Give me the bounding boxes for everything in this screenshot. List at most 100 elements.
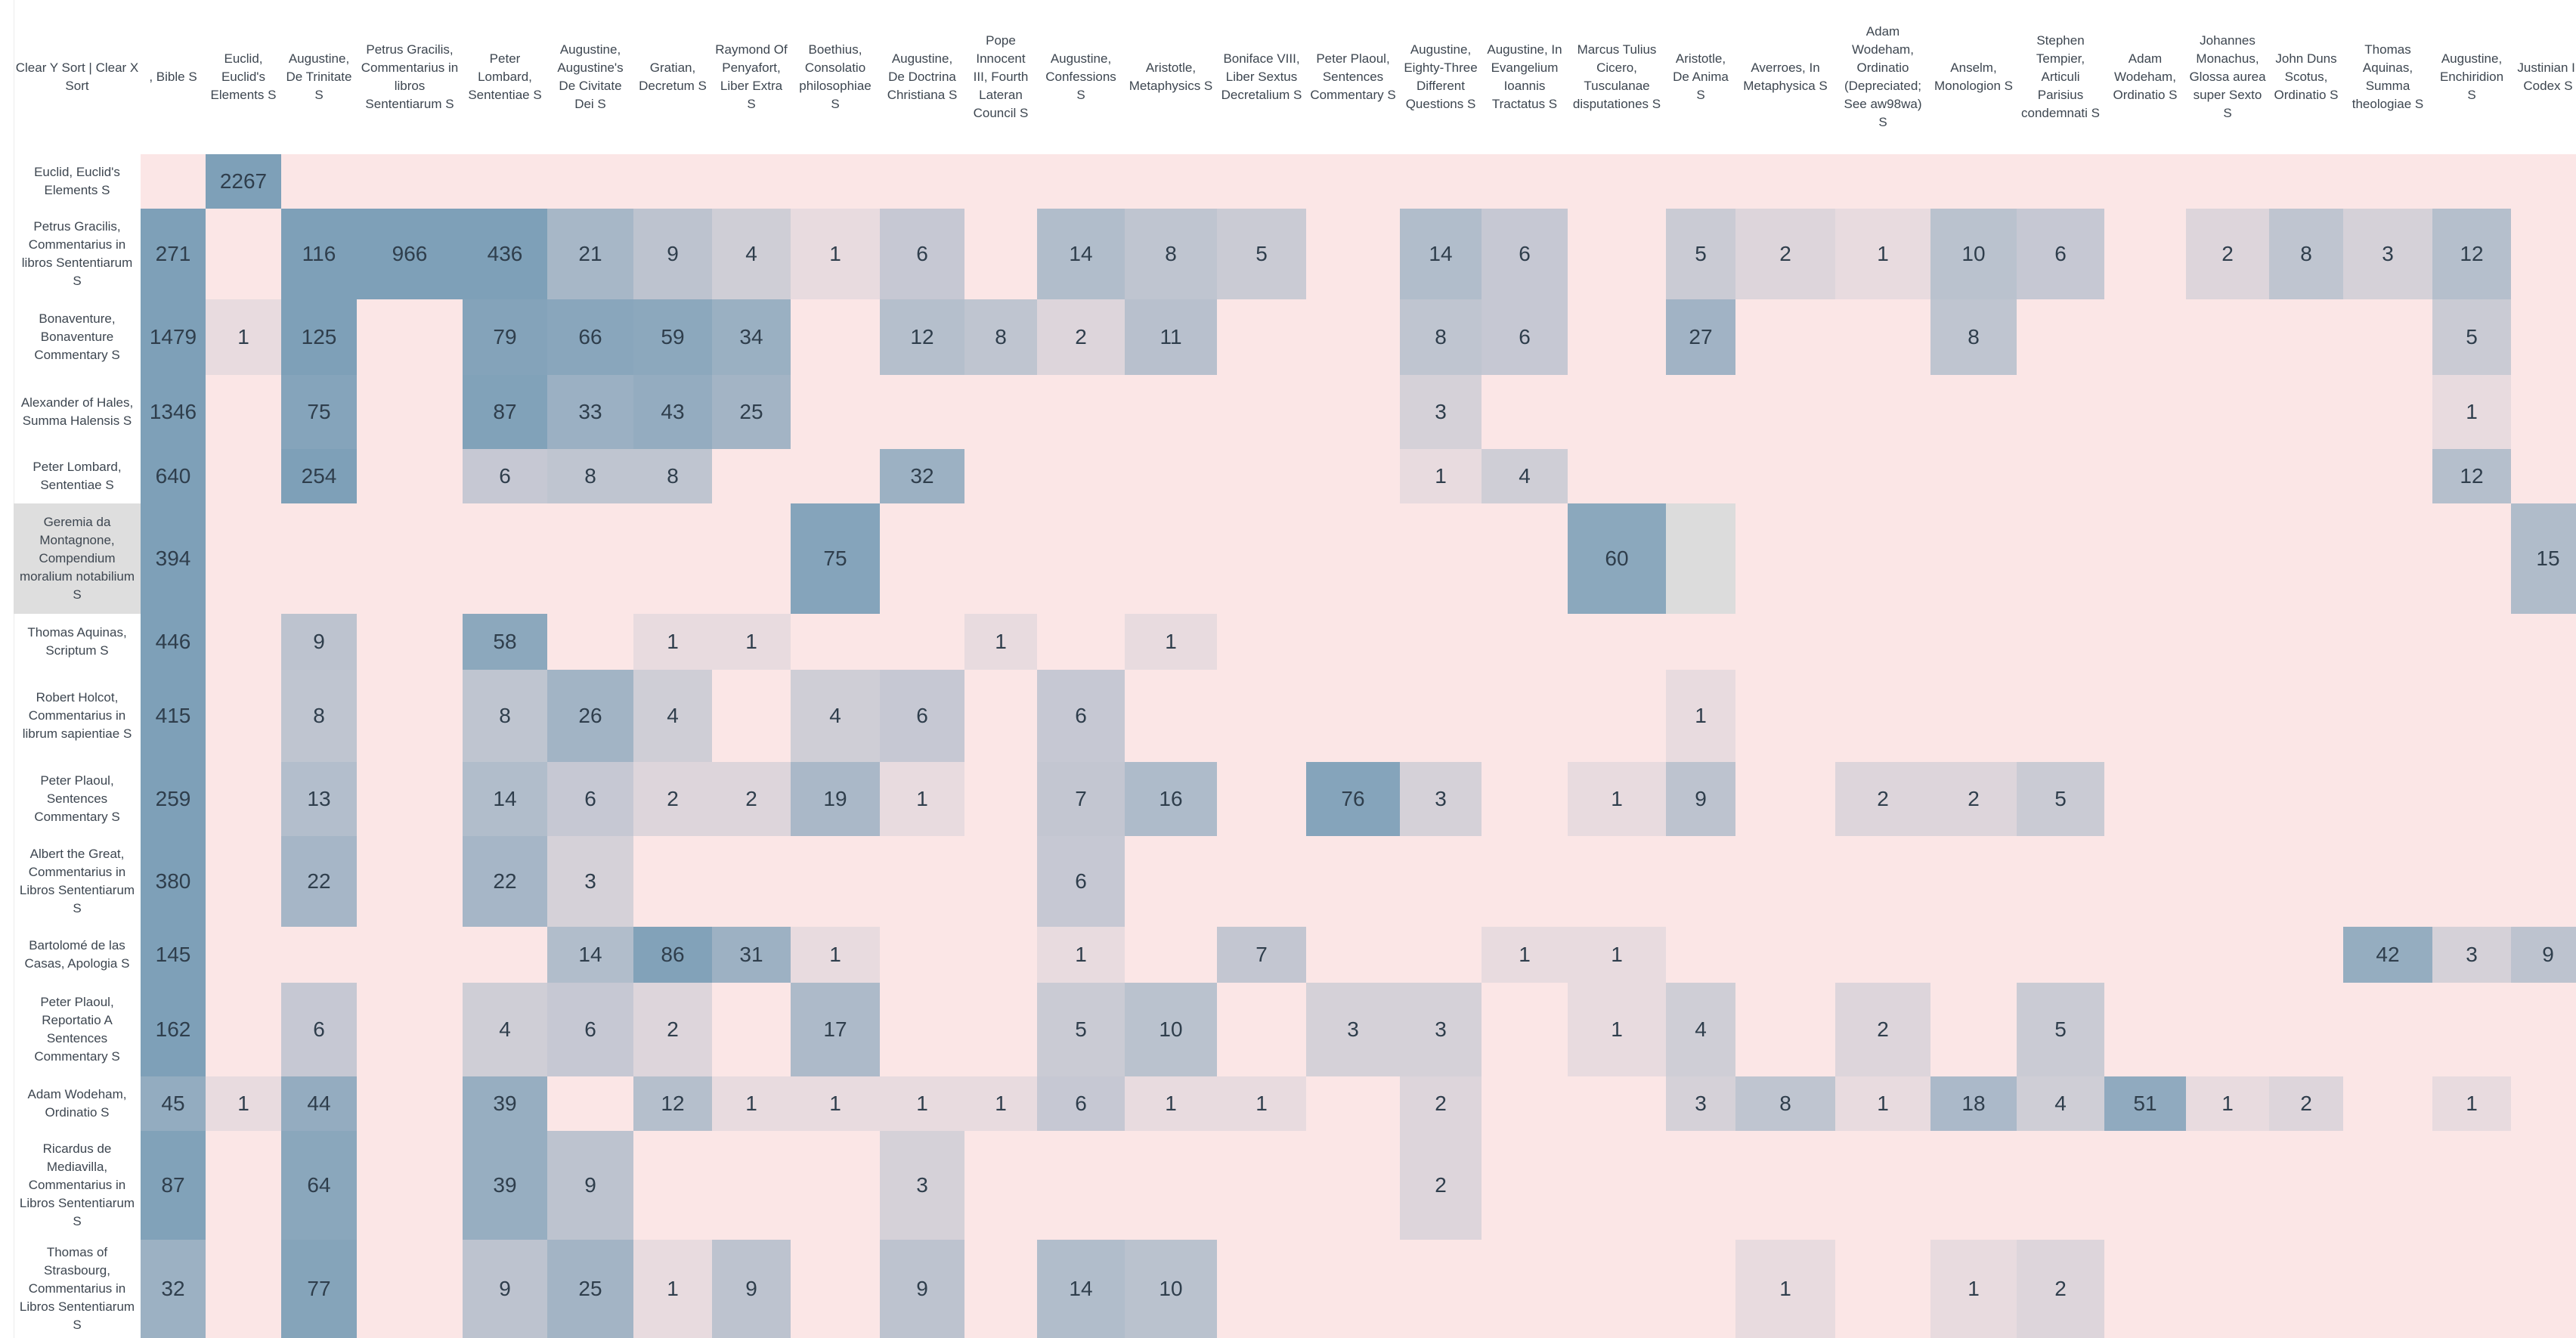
matrix-cell[interactable]: 9 xyxy=(880,1240,964,1338)
matrix-cell[interactable]: 86 xyxy=(633,927,712,983)
matrix-cell[interactable]: 2 xyxy=(633,762,712,836)
matrix-cell[interactable]: 6 xyxy=(880,209,964,299)
matrix-cell[interactable]: 66 xyxy=(547,299,633,375)
matrix-cell[interactable]: 1 xyxy=(1217,1076,1306,1131)
column-header[interactable]: Johannes Monachus, Glossa aurea super Se… xyxy=(2189,33,2266,120)
matrix-cell[interactable]: 22 xyxy=(463,836,547,927)
matrix-cell[interactable]: 1 xyxy=(633,1240,712,1338)
column-header[interactable]: Augustine, De Trinitate S xyxy=(286,51,352,102)
matrix-cell[interactable]: 25 xyxy=(712,375,791,449)
matrix-cell[interactable]: 8 xyxy=(281,670,357,762)
row-header[interactable]: Peter Lombard, Sententiae S xyxy=(33,460,122,492)
matrix-cell[interactable]: 1479 xyxy=(141,299,206,375)
column-header[interactable]: Thomas Aquinas, Summa theologiae S xyxy=(2352,42,2424,111)
matrix-cell[interactable]: 14 xyxy=(547,927,633,983)
row-header[interactable]: Euclid, Euclid's Elements S xyxy=(34,165,120,197)
matrix-cell[interactable]: 1 xyxy=(791,1076,880,1131)
column-header[interactable]: Augustine, Enchiridion S xyxy=(2439,51,2504,102)
matrix-cell[interactable]: 640 xyxy=(141,449,206,503)
matrix-cell[interactable]: 58 xyxy=(463,614,547,670)
matrix-cell[interactable]: 6 xyxy=(547,762,633,836)
matrix-cell[interactable]: 4 xyxy=(463,983,547,1076)
matrix-cell[interactable]: 2 xyxy=(712,762,791,836)
matrix-cell[interactable]: 43 xyxy=(633,375,712,449)
matrix-cell[interactable]: 1 xyxy=(1568,927,1666,983)
matrix-cell[interactable]: 14 xyxy=(1400,209,1482,299)
matrix-cell[interactable]: 31 xyxy=(712,927,791,983)
matrix-cell[interactable]: 3 xyxy=(2343,209,2432,299)
matrix-cell[interactable]: 3 xyxy=(1666,1076,1735,1131)
matrix-cell[interactable]: 9 xyxy=(2511,927,2576,983)
matrix-cell[interactable]: 6 xyxy=(880,670,964,762)
matrix-cell[interactable]: 14 xyxy=(463,762,547,836)
matrix-cell[interactable]: 27 xyxy=(1666,299,1735,375)
column-header[interactable]: , Bible S xyxy=(149,70,197,84)
matrix-cell[interactable]: 4 xyxy=(791,670,880,762)
matrix-cell[interactable]: 2 xyxy=(1735,209,1835,299)
column-header[interactable]: Augustine, Eighty-Three Different Questi… xyxy=(1404,42,1478,111)
column-header[interactable]: Peter Lombard, Sententiae S xyxy=(468,51,542,102)
row-header[interactable]: Geremia da Montagnone, Compendium morali… xyxy=(14,503,141,614)
matrix-cell[interactable]: 7 xyxy=(1217,927,1306,983)
matrix-cell[interactable]: 271 xyxy=(141,209,206,299)
matrix-cell[interactable]: 12 xyxy=(633,1076,712,1131)
matrix-cell[interactable]: 3 xyxy=(2432,927,2511,983)
matrix-cell[interactable] xyxy=(1666,503,1735,614)
matrix-cell[interactable]: 4 xyxy=(712,209,791,299)
column-header[interactable]: Boniface VIII, Liber Sextus Decretalium … xyxy=(1221,51,1302,102)
matrix-cell[interactable]: 14 xyxy=(1037,1240,1125,1338)
matrix-cell[interactable]: 3 xyxy=(1306,983,1400,1076)
matrix-cell[interactable]: 3 xyxy=(880,1131,964,1240)
matrix-cell[interactable]: 8 xyxy=(1930,299,2017,375)
matrix-cell[interactable]: 5 xyxy=(2017,762,2104,836)
matrix-cell[interactable]: 1 xyxy=(206,1076,281,1131)
matrix-cell[interactable]: 17 xyxy=(791,983,880,1076)
matrix-cell[interactable]: 4 xyxy=(1666,983,1735,1076)
matrix-cell[interactable]: 1 xyxy=(1568,762,1666,836)
matrix-cell[interactable]: 2 xyxy=(1835,983,1930,1076)
matrix-cell[interactable]: 42 xyxy=(2343,927,2432,983)
matrix-cell[interactable]: 32 xyxy=(880,449,964,503)
matrix-cell[interactable]: 1346 xyxy=(141,375,206,449)
matrix-cell[interactable]: 32 xyxy=(141,1240,206,1338)
matrix-cell[interactable]: 5 xyxy=(2432,299,2511,375)
column-header[interactable]: Marcus Tulius Cicero, Tusculanae disputa… xyxy=(1572,42,1661,111)
matrix-cell[interactable]: 8 xyxy=(1735,1076,1835,1131)
matrix-cell[interactable]: 12 xyxy=(880,299,964,375)
matrix-cell[interactable]: 14 xyxy=(1037,209,1125,299)
matrix-cell[interactable]: 8 xyxy=(1125,209,1217,299)
matrix-cell[interactable]: 79 xyxy=(463,299,547,375)
matrix-cell[interactable]: 8 xyxy=(633,449,712,503)
matrix-cell[interactable]: 1 xyxy=(1400,449,1482,503)
matrix-cell[interactable]: 11 xyxy=(1125,299,1217,375)
row-header[interactable]: Bonaventure, Bonaventure Commentary S xyxy=(34,311,120,362)
matrix-cell[interactable]: 18 xyxy=(1930,1076,2017,1131)
matrix-cell[interactable]: 2267 xyxy=(206,154,281,209)
matrix-cell[interactable]: 3 xyxy=(1400,375,1482,449)
column-header[interactable]: Stephen Tempier, Articuli Parisius conde… xyxy=(2021,33,2100,120)
matrix-cell[interactable]: 6 xyxy=(1037,836,1125,927)
matrix-cell[interactable]: 39 xyxy=(463,1076,547,1131)
matrix-cell[interactable]: 59 xyxy=(633,299,712,375)
matrix-cell[interactable]: 9 xyxy=(1666,762,1735,836)
row-header[interactable]: Ricardus de Mediavilla, Commentarius in … xyxy=(19,1141,135,1228)
matrix-cell[interactable]: 5 xyxy=(1037,983,1125,1076)
matrix-cell[interactable]: 8 xyxy=(2269,209,2343,299)
column-header[interactable]: Adam Wodeham, Ordinatio S xyxy=(2113,51,2178,102)
matrix-cell[interactable]: 3 xyxy=(1400,762,1482,836)
matrix-cell[interactable]: 60 xyxy=(1568,503,1666,614)
matrix-cell[interactable]: 15 xyxy=(2511,503,2576,614)
matrix-cell[interactable]: 21 xyxy=(547,209,633,299)
matrix-cell[interactable]: 8 xyxy=(547,449,633,503)
matrix-cell[interactable]: 10 xyxy=(1125,983,1217,1076)
matrix-cell[interactable]: 9 xyxy=(712,1240,791,1338)
clear-sort-button[interactable]: Clear Y Sort | Clear X Sort xyxy=(15,60,139,93)
matrix-cell[interactable]: 1 xyxy=(2432,1076,2511,1131)
matrix-cell[interactable]: 2 xyxy=(1930,762,2017,836)
matrix-cell[interactable]: 5 xyxy=(2017,983,2104,1076)
matrix-cell[interactable]: 259 xyxy=(141,762,206,836)
matrix-cell[interactable]: 44 xyxy=(281,1076,357,1131)
matrix-cell[interactable]: 10 xyxy=(1930,209,2017,299)
matrix-cell[interactable]: 116 xyxy=(281,209,357,299)
matrix-cell[interactable]: 394 xyxy=(141,503,206,614)
